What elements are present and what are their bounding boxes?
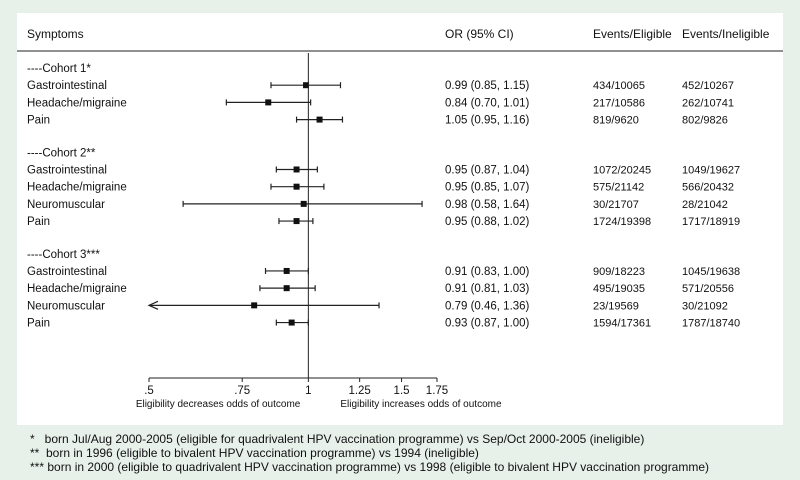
row-symptom: Headache/migraine	[27, 283, 127, 295]
or-point	[293, 183, 300, 190]
row-symptom: Neuromuscular	[27, 199, 105, 211]
x-label-right: Eligibility increases odds of outcome	[340, 399, 502, 410]
row-events-ineligible: 452/10267	[682, 80, 734, 92]
row-symptom: Pain	[27, 216, 50, 228]
row-events-eligible: 909/18223	[593, 266, 645, 278]
row-or-ci: 0.93 (0.87, 1.00)	[445, 318, 530, 330]
row-events-eligible: 1594/17361	[593, 318, 651, 330]
header-or: OR (95% CI)	[445, 27, 514, 41]
footnote-1: * born Jul/Aug 2000-2005 (eligible for q…	[30, 432, 645, 446]
group-label: ----Cohort 1*	[27, 63, 91, 75]
footnote-2: ** born in 1996 (eligible to bivalent HP…	[30, 446, 479, 460]
row-symptom: Gastrointestinal	[27, 164, 107, 176]
row-events-eligible: 495/19035	[593, 283, 645, 295]
row-or-ci: 0.79 (0.46, 1.36)	[445, 300, 530, 312]
row-symptom: Headache/migraine	[27, 97, 127, 109]
row-or-ci: 0.91 (0.81, 1.03)	[445, 283, 530, 295]
row-events-ineligible: 1787/18740	[682, 318, 740, 330]
group-label: ----Cohort 2**	[27, 147, 96, 159]
header-events-eligible: Events/Eligible	[593, 27, 672, 41]
row-events-eligible: 217/10586	[593, 97, 645, 109]
group-label: ----Cohort 3***	[27, 249, 100, 261]
x-tick-label: 1.75	[426, 385, 448, 397]
or-point	[300, 200, 307, 207]
x-tick-label: .5	[144, 385, 154, 397]
row-events-eligible: 575/21142	[593, 182, 644, 194]
or-point	[283, 285, 290, 292]
or-point	[303, 82, 310, 89]
row-or-ci: 1.05 (0.95, 1.16)	[445, 115, 530, 127]
or-point	[288, 319, 295, 326]
forest-plot: Symptoms OR (95% CI) Events/Eligible Events…	[17, 27, 783, 410]
ci-arrow-left	[147, 300, 159, 310]
row-events-ineligible: 262/10741	[682, 97, 734, 109]
or-point	[316, 116, 323, 123]
row-events-eligible: 819/9620	[593, 115, 639, 127]
row-symptom: Pain	[27, 318, 50, 330]
header-symptoms: Symptoms	[27, 27, 84, 41]
row-events-ineligible: 1717/18919	[682, 216, 740, 228]
x-tick-label: 1.25	[348, 385, 370, 397]
row-or-ci: 0.95 (0.85, 1.07)	[445, 182, 530, 194]
or-point	[251, 302, 258, 309]
row-symptom: Gastrointestinal	[27, 80, 107, 92]
or-point	[293, 218, 300, 225]
row-events-eligible: 30/21707	[593, 199, 639, 211]
row-events-ineligible: 28/21042	[682, 199, 728, 211]
row-symptom: Pain	[27, 115, 50, 127]
row-events-eligible: 1072/20245	[593, 164, 651, 176]
x-tick-label: 1	[305, 385, 311, 397]
row-events-ineligible: 566/20432	[682, 182, 734, 194]
or-point	[265, 99, 272, 106]
row-or-ci: 0.99 (0.85, 1.15)	[445, 80, 530, 92]
row-symptom: Gastrointestinal	[27, 266, 107, 278]
row-symptom: Neuromuscular	[27, 300, 105, 312]
footnote-3: *** born in 2000 (eligible to quadrivale…	[30, 460, 710, 474]
row-events-eligible: 434/10065	[593, 80, 645, 92]
row-events-ineligible: 1049/19627	[682, 164, 740, 176]
row-events-ineligible: 571/20556	[682, 283, 734, 295]
x-tick-label: 1.5	[394, 385, 410, 397]
row-or-ci: 0.98 (0.58, 1.64)	[445, 199, 530, 211]
or-point	[293, 166, 300, 173]
row-or-ci: 0.95 (0.88, 1.02)	[445, 216, 530, 228]
row-events-eligible: 23/19569	[593, 300, 639, 312]
row-events-ineligible: 1045/19638	[682, 266, 740, 278]
x-tick-label: .75	[234, 385, 250, 397]
row-symptom: Headache/migraine	[27, 182, 127, 194]
chart-panel: Symptoms OR (95% CI) Events/Eligible Events…	[17, 13, 783, 425]
row-events-eligible: 1724/19398	[593, 216, 651, 228]
row-or-ci: 0.84 (0.70, 1.01)	[445, 97, 530, 109]
row-events-ineligible: 30/21092	[682, 300, 728, 312]
or-point	[283, 267, 290, 274]
row-events-ineligible: 802/9826	[682, 115, 728, 127]
x-label-left: Eligibility decreases odds of outcome	[136, 399, 301, 410]
header-events-ineligible: Events/Ineligible	[682, 27, 770, 41]
row-or-ci: 0.91 (0.83, 1.00)	[445, 266, 530, 278]
row-or-ci: 0.95 (0.87, 1.04)	[445, 164, 530, 176]
